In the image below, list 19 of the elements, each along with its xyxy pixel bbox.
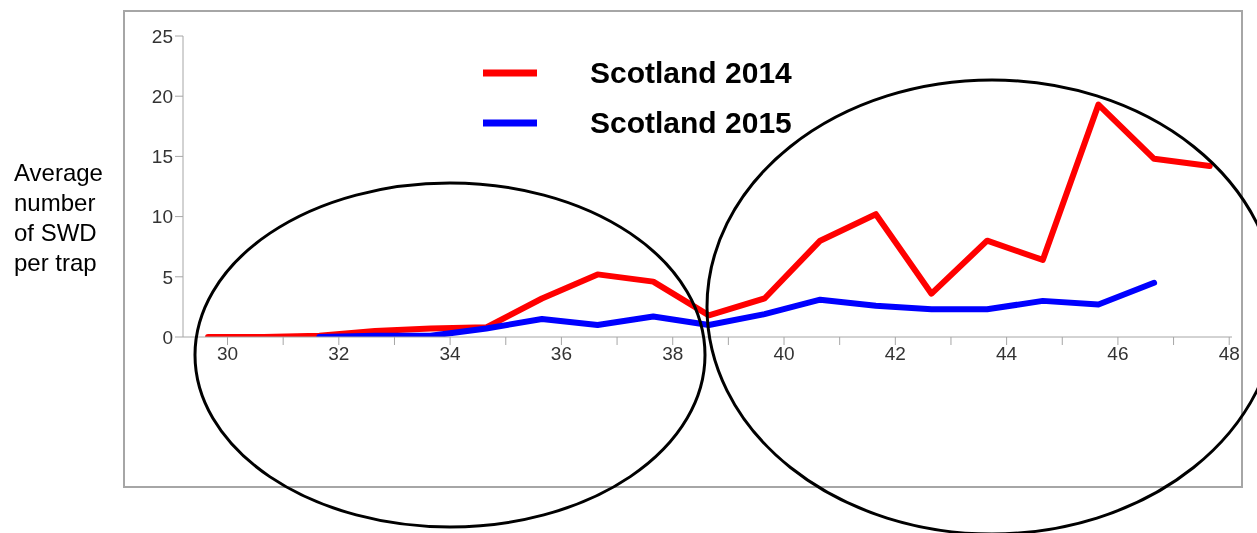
- x-tick-label: 36: [550, 343, 572, 365]
- x-tick-label: 44: [996, 343, 1018, 365]
- y-axis-title: Average number of SWD per trap: [14, 158, 104, 278]
- x-tick-label: 38: [662, 343, 684, 365]
- x-tick-label: 30: [216, 343, 239, 365]
- y-tick-label: 25: [151, 25, 173, 47]
- legend-label: Scotland 2014: [590, 56, 792, 90]
- y-tick-label: 5: [162, 266, 173, 288]
- x-tick-label: 42: [884, 343, 906, 365]
- y-tick-label: 0: [162, 326, 173, 348]
- x-tick-label: 32: [328, 343, 350, 365]
- x-tick-label: 46: [1107, 343, 1129, 365]
- y-tick-label: 10: [151, 206, 173, 228]
- x-tick-label: 40: [773, 343, 795, 365]
- y-tick-label: 20: [151, 85, 173, 107]
- legend-label: Scotland 2015: [590, 106, 792, 140]
- x-tick-label: 34: [439, 343, 462, 365]
- x-tick-label: 48: [1218, 343, 1240, 365]
- y-tick-label: 15: [151, 146, 173, 168]
